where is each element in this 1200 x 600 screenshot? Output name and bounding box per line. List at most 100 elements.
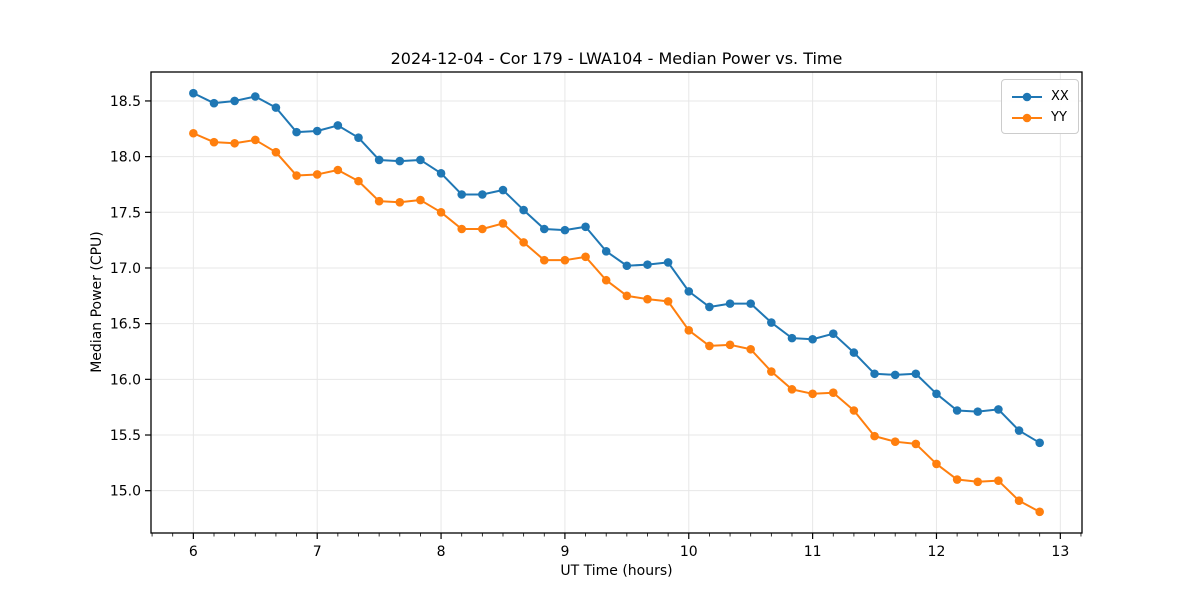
data-point-yy [828,388,838,397]
data-point-xx [684,287,694,296]
data-point-xx [478,190,487,199]
data-point-yy [292,171,301,180]
y-tick-label: 15.0 [110,484,141,500]
data-point-yy [1035,507,1044,517]
y-tick-label: 18.5 [110,94,141,110]
legend-item-xx: XX [1002,86,1078,107]
data-point-xx [746,299,755,308]
data-point-xx [230,96,239,106]
data-point-xx [1035,438,1044,448]
data-point-yy [890,437,900,446]
data-point-xx [250,92,260,101]
data-point-xx [994,405,1003,414]
data-point-yy [498,219,508,228]
legend-item-yy: YY [1002,107,1078,128]
data-point-yy [808,389,817,399]
data-point-yy [767,367,776,376]
data-point-xx [828,329,838,338]
data-point-yy [787,385,797,394]
data-point-xx [601,246,611,256]
data-point-xx [333,121,343,130]
data-point-xx [932,389,941,399]
data-point-yy [209,137,219,147]
data-point-xx [808,334,817,344]
x-tick-label: 13 [1051,544,1069,560]
data-point-yy [643,294,652,304]
legend-label-yy: YY [1051,110,1067,125]
data-point-yy [478,224,487,234]
x-tick-label: 6 [189,544,198,560]
series-line-yy [192,132,1041,513]
x-axis-label: UT Time (hours) [560,563,673,579]
y-axis-label: Median Power (CPU) [89,231,105,373]
data-point-yy [622,291,632,301]
data-point-xx [870,369,879,379]
data-point-yy [705,341,714,351]
data-point-xx [643,260,652,269]
data-point-yy [1014,496,1024,506]
data-point-xx [1014,426,1024,435]
data-point-yy [539,255,549,265]
x-tick-label: 10 [680,544,698,560]
x-tick-label: 8 [437,544,446,560]
data-point-yy [911,439,921,449]
data-point-xx [374,155,384,165]
chart-title: 2024-12-04 - Cor 179 - LWA104 - Median P… [390,49,843,68]
data-point-yy [333,165,343,175]
data-point-xx [436,169,446,178]
legend-label-xx: XX [1051,89,1069,104]
plot-frame [150,71,1083,534]
data-point-xx [312,126,322,136]
x-tick-label: 11 [804,544,822,560]
data-point-xx [519,205,528,215]
data-point-yy [684,326,694,335]
data-point-yy [374,196,384,206]
data-point-yy [973,477,983,487]
data-point-yy [354,176,363,186]
data-point-xx [911,369,921,379]
y-tick-label: 16.5 [110,317,141,333]
x-tick-label: 7 [313,544,322,560]
data-point-yy [189,128,198,138]
data-point-xx [354,133,363,142]
data-point-xx [890,370,900,380]
data-point-xx [787,333,797,343]
data-point-xx [705,302,714,312]
x-tick-label: 9 [560,544,569,560]
data-point-xx [973,407,983,416]
data-point-yy [725,340,735,350]
data-point-xx [189,88,198,98]
data-point-xx [560,225,570,235]
data-point-yy [436,208,446,217]
legend: XX YY [1001,79,1079,134]
data-point-yy [519,238,528,247]
y-tick-label: 18.0 [110,150,141,166]
legend-sample-line-icon [1012,113,1042,122]
y-tick-label: 17.0 [110,261,141,277]
data-point-xx [209,98,219,108]
data-point-yy [932,459,941,469]
data-point-yy [230,138,239,148]
data-point-yy [560,255,570,265]
data-point-xx [581,222,590,232]
data-point-xx [271,103,281,112]
data-point-yy [952,475,962,484]
data-point-xx [725,299,735,308]
data-point-yy [250,135,260,145]
data-point-yy [870,431,879,441]
legend-sample-line-icon [1012,92,1042,101]
data-point-yy [457,224,467,234]
data-point-yy [416,195,425,205]
y-tick-label: 17.5 [110,205,141,221]
data-point-yy [601,275,611,285]
y-tick-label: 15.5 [110,428,141,444]
data-point-xx [849,348,859,357]
data-point-xx [539,224,549,234]
data-point-yy [581,252,590,262]
data-point-yy [746,344,755,354]
data-point-xx [952,406,962,415]
x-tick-label: 12 [928,544,946,560]
data-point-xx [395,156,405,166]
